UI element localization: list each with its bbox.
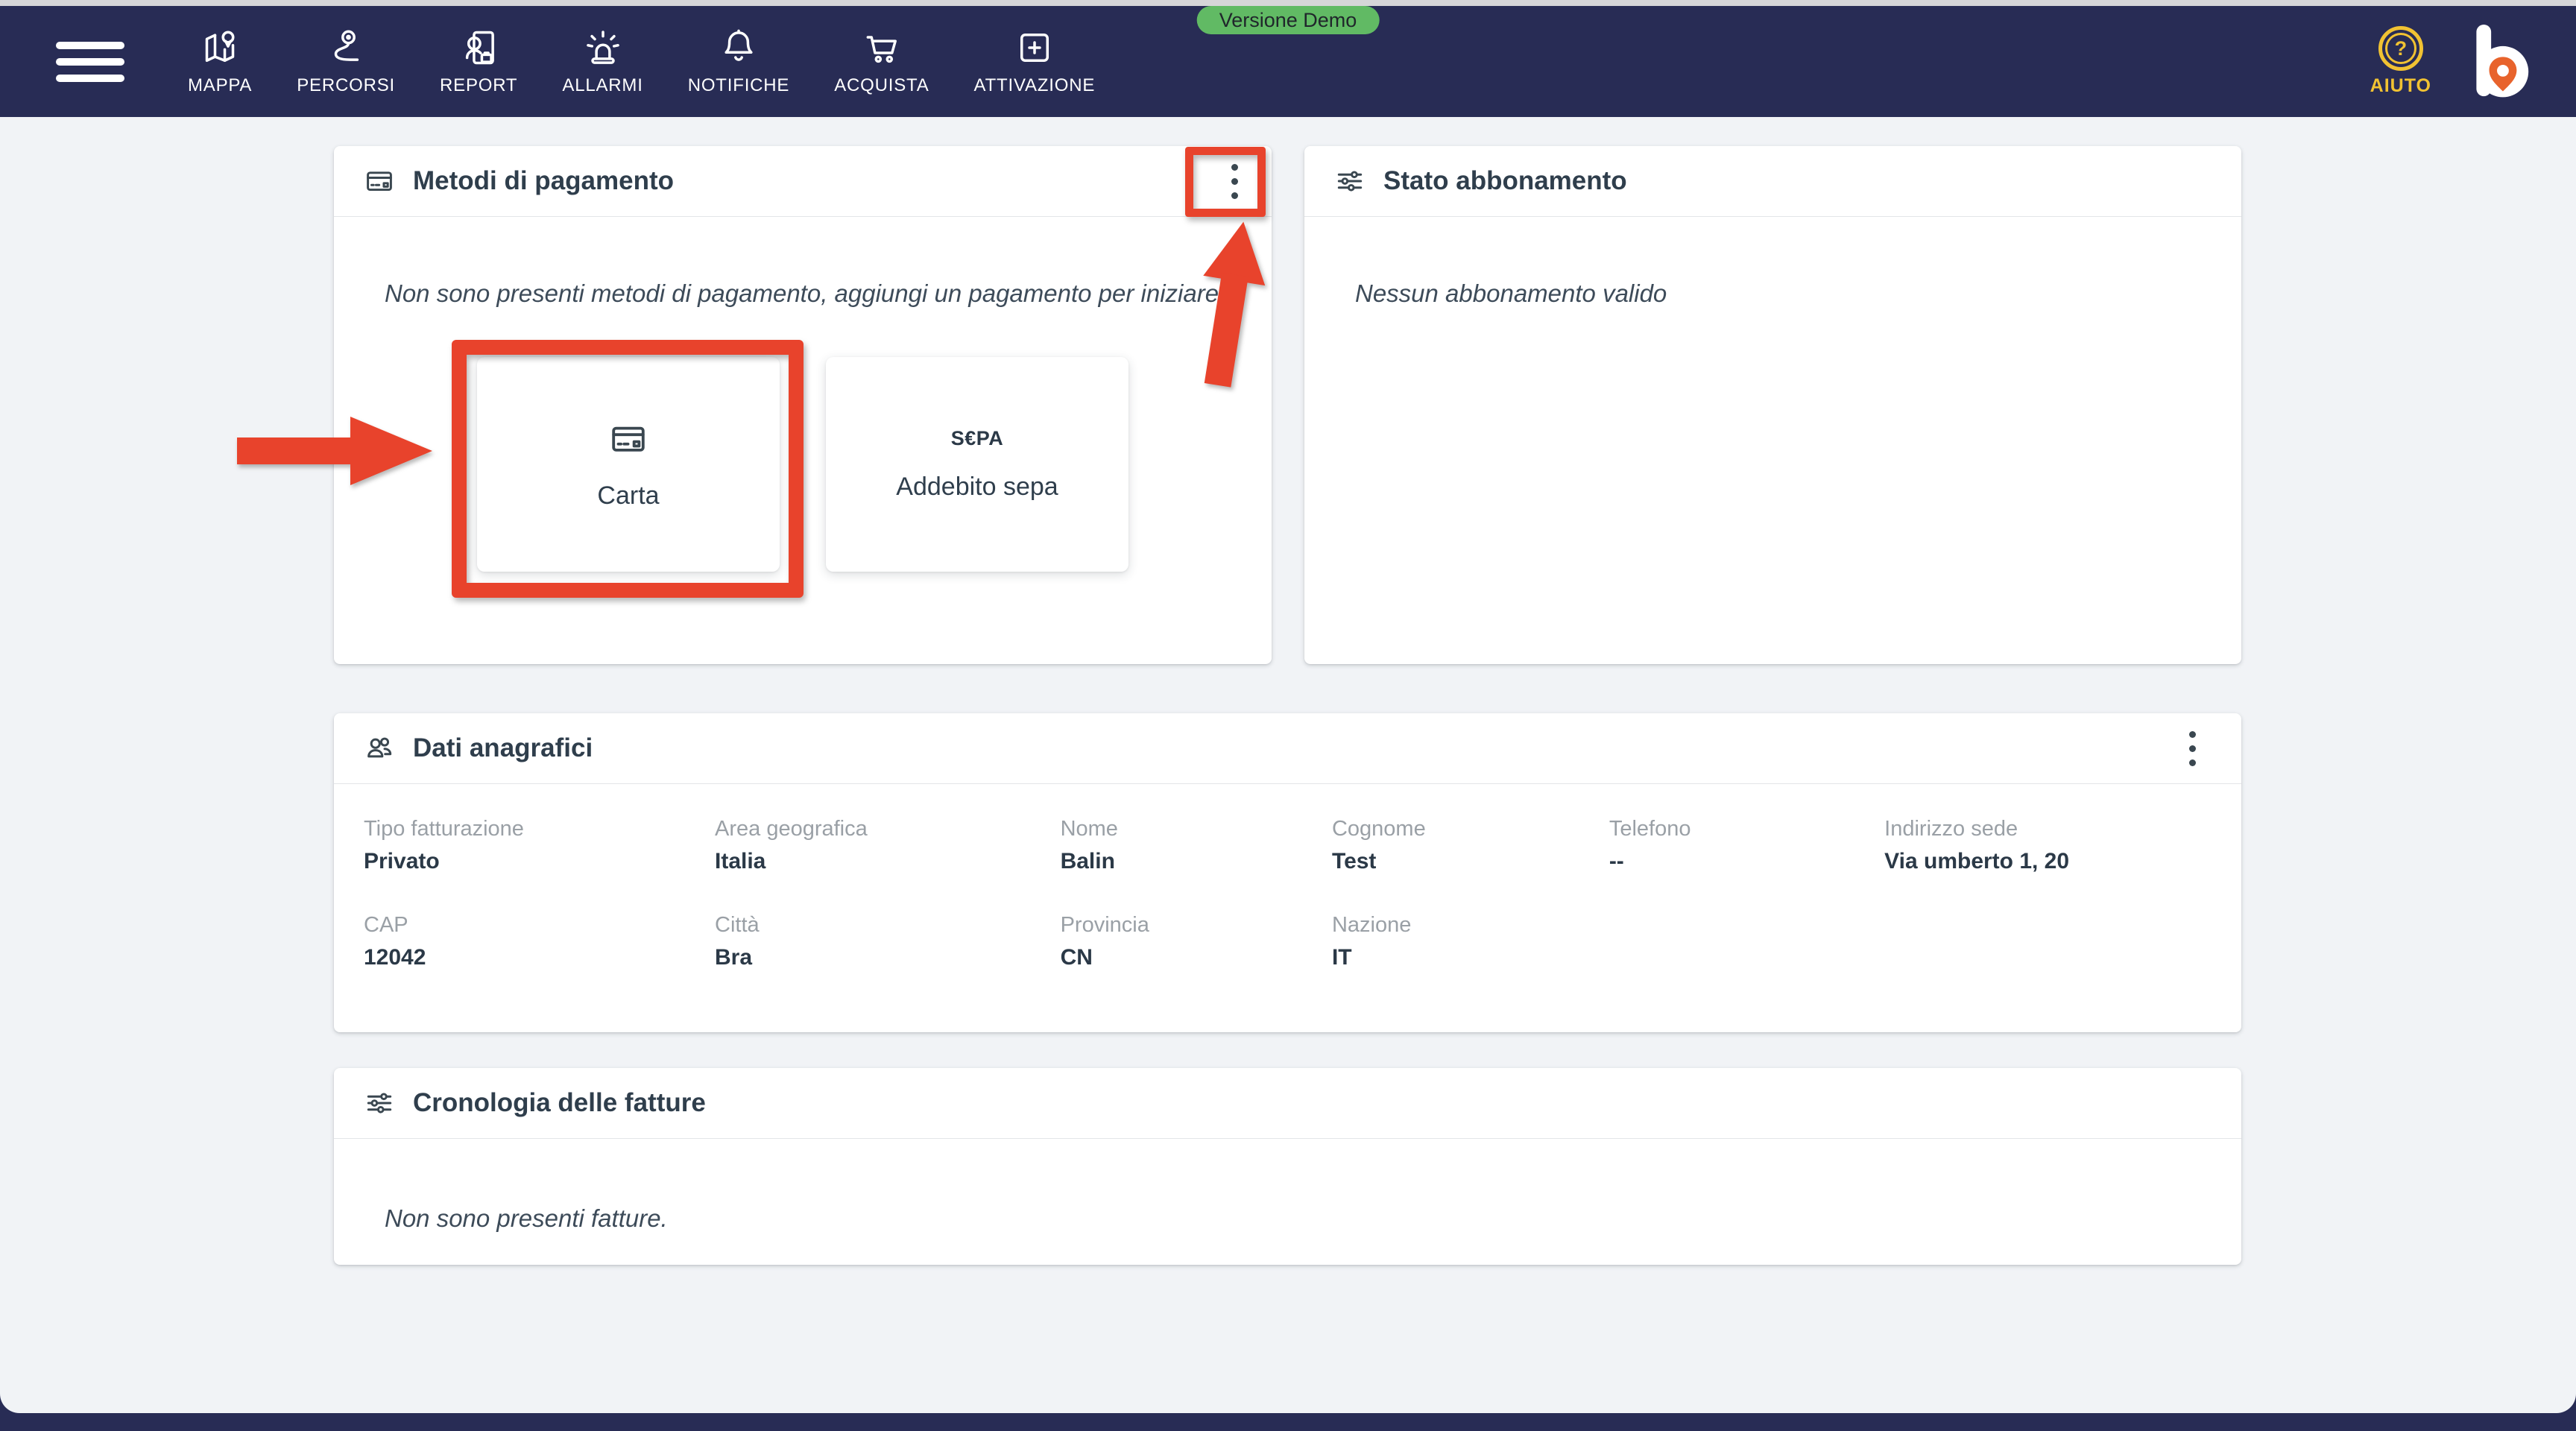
- invoice-history-card: Cronologia delle fatture Non sono presen…: [334, 1068, 2241, 1265]
- navbar-right-group: ? AIUTO: [2370, 22, 2533, 102]
- card-title: Dati anagrafici: [413, 733, 593, 762]
- tile-label: Addebito sepa: [896, 473, 1058, 501]
- field-citta: Città Bra: [715, 913, 760, 970]
- nav-item-report[interactable]: REPORT: [417, 27, 540, 96]
- field-cognome: Cognome Test: [1331, 817, 1426, 874]
- help-button[interactable]: ? AIUTO: [2370, 26, 2431, 97]
- field-telefono: Telefono --: [1609, 817, 1691, 874]
- brand-pin-logo[interactable]: [2467, 22, 2533, 102]
- sepa-logo: S€PA: [950, 427, 1004, 449]
- main-navigation: MAPPA PERCORSI REPORT: [165, 27, 1117, 96]
- personal-data-kebab-menu[interactable]: [2179, 725, 2206, 771]
- nav-item-label: NOTIFICHE: [687, 75, 790, 95]
- main-content: Metodi di pagamento Non sono presenti me…: [0, 117, 2576, 1413]
- nav-item-label: ALLARMI: [562, 75, 643, 95]
- field-cap: CAP 12042: [364, 913, 426, 970]
- demo-version-badge: Versione Demo: [1196, 6, 1380, 34]
- nav-item-allarmi[interactable]: ALLARMI: [540, 27, 665, 96]
- plus-square-icon: [1020, 33, 1049, 63]
- nav-item-notifiche[interactable]: NOTIFICHE: [666, 27, 812, 96]
- card-title: Metodi di pagamento: [413, 166, 674, 195]
- credit-card-icon: [367, 171, 392, 192]
- nav-item-label: MAPPA: [188, 75, 253, 95]
- siren-icon: [586, 31, 619, 64]
- personal-data-card: Dati anagrafici Tipo fatturazione Privat…: [334, 713, 2241, 1032]
- nav-item-label: ACQUISTA: [834, 75, 929, 95]
- payment-card-kebab-menu[interactable]: [1221, 158, 1248, 204]
- bell-icon: [724, 29, 753, 61]
- card-title: Stato abbonamento: [1383, 166, 1627, 195]
- sepa-tile[interactable]: S€PA Addebito sepa: [826, 357, 1128, 572]
- tune-icon: [367, 1093, 392, 1113]
- subscription-status-card: Stato abbonamento Nessun abbonamento val…: [1304, 146, 2241, 664]
- personal-data-header: Dati anagrafici: [334, 713, 2241, 784]
- hamburger-menu-icon[interactable]: [56, 41, 124, 82]
- map-icon: [205, 31, 235, 63]
- field-nazione: Nazione IT: [1331, 913, 1412, 970]
- subscription-empty-message: Nessun abbonamento valido: [1355, 279, 1667, 307]
- payment-methods-header: Metodi di pagamento: [334, 146, 1272, 217]
- tile-label: Carta: [597, 481, 660, 510]
- question-circle-icon: ?: [2378, 26, 2423, 71]
- payment-methods-card: Metodi di pagamento Non sono presenti me…: [334, 146, 1272, 664]
- route-pin-icon: [334, 30, 359, 61]
- invoices-empty-message: Non sono presenti fatture.: [385, 1204, 668, 1232]
- help-label: AIUTO: [2370, 75, 2431, 96]
- field-nome: Nome Balin: [1060, 817, 1118, 874]
- field-tipo-fatturazione: Tipo fatturazione Privato: [364, 817, 524, 874]
- nav-item-label: PERCORSI: [297, 75, 396, 95]
- person-report-icon: [466, 31, 495, 65]
- payment-options: Carta S€PA Addebito sepa: [334, 357, 1272, 572]
- invoice-history-header: Cronologia delle fatture: [334, 1068, 2241, 1139]
- subscription-status-header: Stato abbonamento: [1304, 146, 2241, 217]
- field-indirizzo-sede: Indirizzo sede Via umberto 1, 20: [1884, 817, 2070, 874]
- window-edge: [0, 0, 2576, 6]
- nav-item-acquista[interactable]: ACQUISTA: [812, 27, 951, 96]
- nav-item-label: ATTIVAZIONE: [973, 75, 1096, 95]
- field-area-geografica: Area geografica Italia: [715, 817, 868, 874]
- cart-icon: [866, 36, 897, 63]
- field-provincia: Provincia CN: [1060, 913, 1149, 970]
- payment-empty-message: Non sono presenti metodi di pagamento, a…: [385, 279, 1219, 307]
- people-icon: [367, 737, 392, 758]
- card-title: Cronologia delle fatture: [413, 1088, 706, 1117]
- personal-data-fields: Tipo fatturazione Privato Area geografic…: [334, 784, 2241, 970]
- nav-item-attivazione[interactable]: ATTIVAZIONE: [952, 27, 1118, 96]
- nav-item-mappa[interactable]: MAPPA: [165, 27, 274, 96]
- nav-item-label: REPORT: [440, 75, 518, 95]
- nav-item-percorsi[interactable]: PERCORSI: [274, 27, 417, 96]
- carta-tile[interactable]: Carta: [477, 357, 780, 572]
- credit-card-icon: [612, 426, 645, 452]
- tune-icon: [1337, 171, 1363, 192]
